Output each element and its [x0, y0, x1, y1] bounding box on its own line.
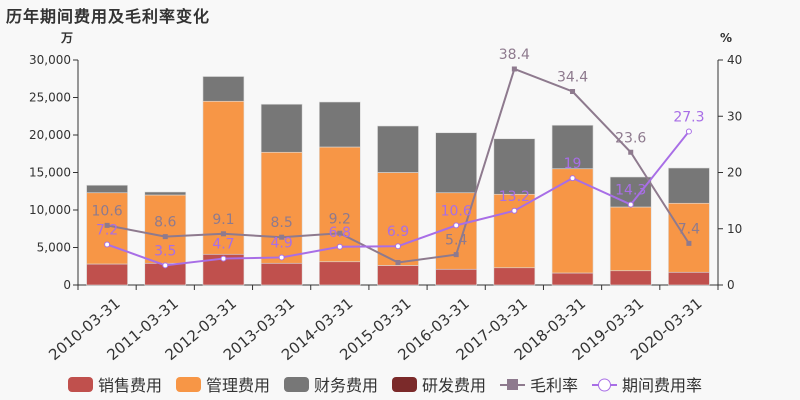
left-axis-unit: 万 [60, 31, 73, 45]
left-tick-label: 20,000 [29, 128, 71, 142]
marker-期间费用率 [395, 243, 401, 250]
marker-毛利率 [453, 252, 459, 258]
data-label-毛利率: 8.5 [271, 215, 293, 231]
data-label-期间费用率: 4.7 [212, 237, 234, 253]
left-tick-label: 5,000 [37, 241, 71, 255]
marker-期间费用率 [453, 222, 460, 229]
marker-毛利率 [395, 260, 401, 265]
bar-销售费用 [319, 261, 361, 286]
marker-毛利率 [104, 222, 110, 228]
bar-销售费用 [86, 263, 128, 286]
data-label-毛利率: 23.6 [615, 130, 646, 146]
legend-label: 管理费用 [206, 376, 270, 395]
bar-财务费用 [377, 125, 419, 173]
data-label-期间费用率: 10.6 [441, 203, 472, 219]
marker-毛利率 [220, 231, 226, 237]
marker-毛利率 [628, 149, 634, 155]
right-axis-unit: % [720, 31, 732, 45]
right-tick-label: 40 [727, 53, 742, 67]
bar-销售费用 [377, 265, 419, 286]
data-label-期间费用率: 7.2 [96, 223, 118, 239]
bar-销售费用 [493, 267, 536, 286]
data-label-毛利率: 38.4 [499, 47, 530, 63]
bar-财务费用 [202, 76, 245, 102]
left-tick-label: 0 [63, 278, 71, 292]
marker-期间费用率 [278, 254, 285, 261]
bar-财务费用 [435, 132, 477, 194]
legend-label: 研发费用 [422, 376, 486, 395]
marker-毛利率 [337, 230, 343, 236]
bar-管理费用 [377, 172, 419, 266]
data-label-期间费用率: 13.2 [499, 189, 530, 205]
marker-毛利率 [570, 89, 576, 94]
bar-销售费用 [668, 271, 710, 286]
bar-财务费用 [144, 191, 187, 196]
data-label-期间费用率: 6.8 [329, 225, 351, 241]
bar-管理费用 [144, 194, 187, 264]
marker-毛利率 [162, 234, 168, 240]
data-label-毛利率: 9.1 [212, 212, 234, 228]
legend-swatch [392, 377, 417, 392]
marker-毛利率 [511, 66, 517, 72]
legend-label: 毛利率 [530, 376, 578, 395]
legend-label: 财务费用 [314, 376, 378, 395]
left-tick-label: 15,000 [29, 166, 71, 180]
bar-管理费用 [668, 202, 710, 273]
bar-管理费用 [202, 100, 245, 255]
bar-财务费用 [668, 167, 710, 204]
marker-毛利率 [686, 240, 692, 246]
left-tick-label: 25,000 [29, 91, 71, 105]
legend-swatch [176, 377, 201, 392]
left-tick-label: 10,000 [29, 203, 71, 217]
marker-期间费用率 [627, 201, 634, 208]
marker-期间费用率 [162, 262, 169, 269]
bar-财务费用 [493, 138, 536, 195]
data-label-期间费用率: 3.5 [154, 243, 176, 259]
right-tick-label: 0 [727, 278, 735, 292]
chart-title: 历年期间费用及毛利率变化 [6, 7, 211, 26]
legend-swatch [68, 377, 93, 392]
bar-销售费用 [551, 272, 594, 286]
data-label-期间费用率: 19 [564, 156, 582, 172]
data-label-毛利率: 34.4 [557, 70, 588, 86]
data-label-毛利率: 7.4 [678, 221, 700, 237]
marker-期间费用率 [511, 207, 518, 214]
data-label-期间费用率: 6.9 [387, 224, 409, 240]
bar-销售费用 [435, 268, 477, 286]
marker-期间费用率 [336, 243, 343, 250]
data-label-毛利率: 8.6 [154, 215, 176, 231]
left-tick-label: 30,000 [29, 53, 71, 67]
legend-label: 期间费用率 [622, 376, 702, 395]
data-label-期间费用率: 4.9 [271, 235, 293, 251]
right-tick-label: 10 [727, 222, 742, 236]
marker-期间费用率 [569, 175, 576, 182]
legend-swatch [284, 377, 309, 392]
marker-期间费用率 [104, 241, 111, 248]
marker-期间费用率 [220, 255, 227, 262]
marker-期间费用率 [685, 128, 692, 135]
data-label-期间费用率: 27.3 [673, 109, 704, 125]
data-label-期间费用率: 14.3 [615, 183, 646, 199]
legend-label: 销售费用 [98, 376, 162, 395]
bar-管理费用 [609, 206, 652, 272]
marker-毛利率 [279, 234, 285, 240]
bar-管理费用 [493, 193, 536, 269]
data-label-毛利率: 9.2 [329, 211, 351, 227]
bar-管理费用 [260, 151, 303, 264]
bar-财务费用 [260, 103, 303, 153]
right-tick-label: 20 [727, 166, 742, 180]
bar-管理费用 [319, 146, 361, 263]
right-tick-label: 30 [727, 109, 742, 123]
bar-财务费用 [551, 124, 594, 170]
bar-销售费用 [260, 262, 303, 286]
data-label-毛利率: 10.6 [92, 203, 123, 219]
bar-销售费用 [609, 270, 652, 286]
data-label-毛利率: 5.4 [445, 233, 467, 249]
bar-财务费用 [319, 101, 361, 148]
legend-marker [598, 378, 611, 392]
bar-财务费用 [86, 184, 128, 194]
legend-marker [507, 379, 518, 390]
